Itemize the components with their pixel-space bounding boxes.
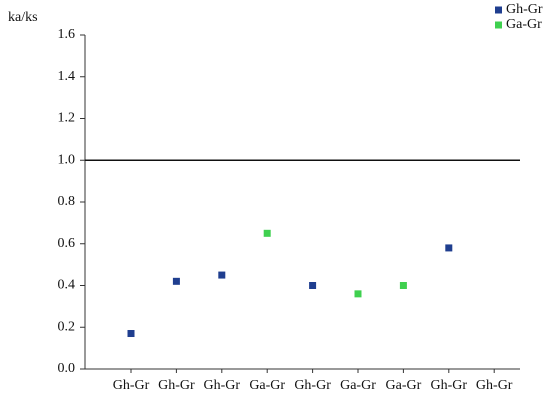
point [263,229,271,237]
point [445,244,453,252]
point [354,290,362,298]
x-tick-label: Gh-Gr [294,378,331,393]
point [399,282,407,289]
y-tick-label: 1.4 [58,69,76,84]
x-tick-label: Gh-Gr [113,378,150,393]
point [218,271,226,279]
y-tick-label: 1.0 [58,152,76,167]
x-tick-label: Ga-Gr [340,378,376,393]
y-tick-label: 0.6 [58,236,76,251]
y-tick-label: 0.8 [58,194,76,209]
y-tick-label: 0.2 [58,319,76,334]
legend-label: Ga-Gr [506,17,542,32]
x-tick-label: Gh-Gr [431,378,468,393]
x-tick-label: Ga-Gr [249,378,285,393]
legend-label: Gh-Gr [506,2,543,17]
y-axis-label: ka/ks [8,10,38,25]
x-tick-label: Gh-Gr [476,378,513,393]
point [127,330,135,338]
legend-marker [495,21,502,29]
legend-marker [495,6,502,14]
y-tick-label: 0.4 [58,278,76,293]
x-tick-label: Ga-Gr [386,378,422,393]
y-tick-label: 0.0 [58,361,76,376]
point [309,282,317,289]
y-tick-label: 1.6 [58,27,76,42]
x-tick-label: Gh-Gr [204,378,241,393]
point [172,277,180,285]
x-tick-label: Gh-Gr [158,378,195,393]
y-tick-label: 1.2 [58,111,76,126]
